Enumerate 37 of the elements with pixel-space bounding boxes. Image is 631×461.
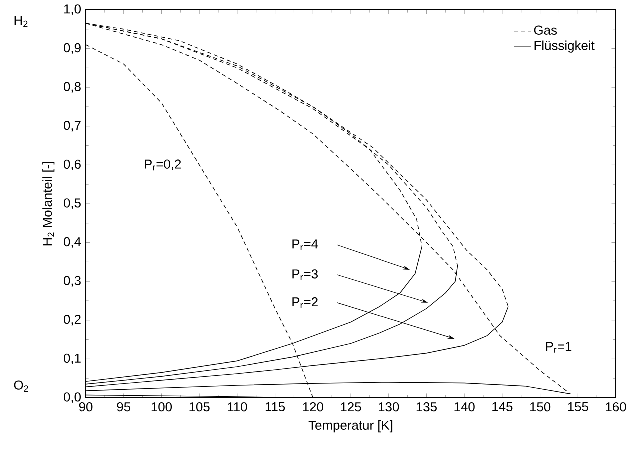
x-tick-label: 135 — [416, 402, 437, 412]
x-tick-label: 125 — [341, 402, 362, 412]
legend-label: Gas — [534, 26, 558, 35]
y-tick-label: 0,8 — [64, 82, 81, 93]
y-tick-label: 0,5 — [64, 198, 81, 210]
y-tick-label: 0,6 — [64, 160, 81, 171]
x-tick-label: 160 — [606, 402, 626, 412]
y-tick-label: 0,1 — [64, 354, 81, 365]
annotation: P$_{r}$=0,2 — [145, 160, 182, 171]
y-tick-label: 0,2 — [64, 315, 81, 326]
y-tick-label: 0,9 — [64, 43, 81, 54]
x-tick-label: 140 — [454, 402, 475, 412]
x-tick-label: 110 — [228, 402, 248, 412]
x-tick-label: 120 — [303, 402, 324, 412]
y-tick-label: 1,0 — [64, 4, 81, 16]
y-tick-label: 0,4 — [64, 237, 82, 248]
x-tick-label: 155 — [568, 402, 588, 412]
y-tick-label: 0,7 — [64, 121, 81, 132]
x-tick-label: 95 — [117, 402, 131, 412]
y-tick-label: 0,0 — [64, 392, 81, 404]
x-tick-label: 145 — [492, 402, 513, 412]
text: H$_{2}$ — [14, 16, 28, 28]
text: O$_{2}$ — [14, 380, 28, 392]
x-axis-title: Temperatur [K] — [308, 420, 393, 433]
annotation: P$_{r}$=4 — [292, 240, 318, 250]
annotation: P$_{r}$=2 — [292, 298, 318, 308]
y-tick-label: 0,3 — [64, 276, 81, 287]
x-tick-label: 100 — [152, 402, 172, 412]
x-tick-label: 150 — [530, 402, 551, 412]
x-tick-label: 105 — [190, 402, 210, 412]
x-tick-label: 130 — [379, 402, 400, 412]
x-tick-label: 90 — [79, 402, 93, 412]
y-axis-title: H$_{2}$ Molanteil [-] — [42, 162, 55, 246]
x-tick-label: 115 — [266, 402, 286, 412]
annotation: P$_{r}$=3 — [292, 270, 318, 280]
legend-label: Flüssigkeit — [534, 40, 595, 53]
annotation: P$_{r}$=1 — [546, 342, 572, 353]
